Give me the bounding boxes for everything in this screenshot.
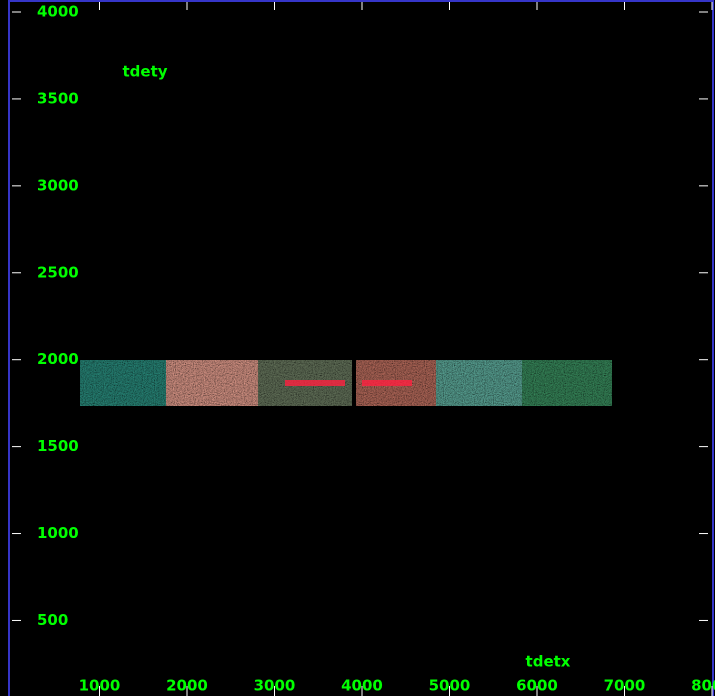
y-tick-label: 4000	[37, 3, 79, 21]
y-tick-label: 1000	[37, 524, 79, 542]
x-tick-label: 5000	[429, 677, 471, 695]
x-tick-label: 7000	[604, 677, 646, 695]
streak	[285, 380, 345, 386]
x-tick-label: 3000	[254, 677, 296, 695]
y-tick-label: 3500	[37, 89, 79, 107]
x-tick-label: 6000	[516, 677, 558, 695]
streak	[362, 380, 412, 386]
detector-image	[80, 360, 612, 406]
x-tick-label: 8000	[691, 677, 715, 695]
y-tick-label: 3000	[37, 176, 79, 194]
y-tick-label: 2000	[37, 350, 79, 368]
x-tick-label: 2000	[166, 677, 208, 695]
x-tick-label: 1000	[79, 677, 121, 695]
x-axis-label: tdetx	[526, 653, 571, 671]
y-tick-label: 1500	[37, 437, 79, 455]
y-tick-label: 2500	[37, 263, 79, 281]
frame-border	[8, 0, 714, 696]
y-axis-label: tdety	[122, 63, 167, 81]
x-tick-label: 4000	[341, 677, 383, 695]
y-tick-label: 500	[37, 611, 68, 629]
